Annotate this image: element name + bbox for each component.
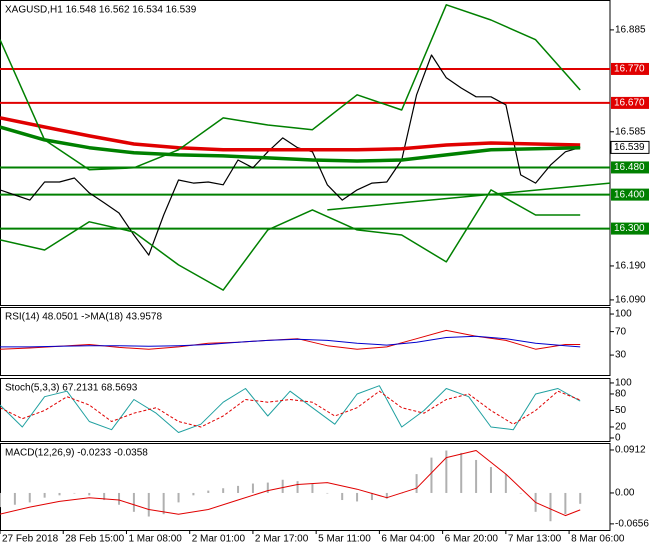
histogram-bar — [251, 483, 254, 493]
histogram-bar — [266, 482, 269, 493]
histogram-bar — [356, 492, 359, 502]
histogram-bar — [237, 485, 240, 493]
histogram-bar — [504, 474, 507, 493]
panel-title: MACD(12,26,9) -0.0233 -0.0358 — [5, 448, 148, 459]
series-line — [0, 450, 581, 517]
level-label: 16.770 — [614, 64, 645, 75]
y-tick-label: -0.0656 — [615, 519, 649, 530]
x-tick-label: 2 Mar 01:00 — [192, 534, 246, 545]
histogram-bar — [103, 492, 106, 501]
y-tick-label: 0 — [615, 433, 621, 444]
y-tick-label: 100 — [615, 309, 632, 320]
histogram-bar — [564, 492, 567, 515]
x-tick-label: 6 Mar 20:00 — [445, 534, 499, 545]
last-price-label: 16.539 — [614, 142, 645, 153]
histogram-bar — [460, 452, 463, 493]
histogram-bar — [177, 492, 180, 503]
panel-title: RSI(14) 48.0501 ->MA(18) 43.9578 — [5, 312, 162, 323]
series-line — [0, 116, 581, 152]
histogram-bar — [162, 492, 165, 515]
level-label: 16.480 — [614, 162, 645, 173]
panel-title: Stoch(5,3,3) 67.2131 68.5693 — [5, 383, 138, 394]
histogram-bar — [13, 492, 16, 505]
panel-frame — [0, 0, 611, 306]
histogram-bar — [415, 474, 418, 493]
x-tick-label: 6 Mar 04:00 — [381, 534, 435, 545]
histogram-bar — [192, 492, 195, 496]
histogram-bar — [341, 492, 344, 501]
series-line — [0, 54, 581, 256]
series-line — [0, 390, 581, 428]
histogram-bar — [296, 481, 299, 493]
histogram-bar — [132, 492, 135, 512]
series-line — [0, 189, 581, 291]
y-tick-label: 20 — [615, 422, 627, 433]
histogram-bar — [88, 492, 91, 496]
histogram-bar — [222, 488, 225, 493]
y-tick-label: 80 — [615, 389, 627, 400]
level-label-box — [611, 96, 649, 109]
level-label: 16.400 — [614, 189, 645, 200]
histogram-bar — [370, 492, 373, 501]
level-label: 16.300 — [614, 223, 645, 234]
panel-frame — [0, 443, 611, 531]
histogram-bar — [475, 459, 478, 493]
series-line — [0, 335, 581, 348]
series-line — [0, 125, 581, 163]
histogram-bar — [549, 492, 552, 522]
histogram-bar — [489, 467, 492, 493]
histogram-bar — [430, 457, 433, 493]
histogram-bar — [147, 492, 150, 517]
histogram-bar — [0, 492, 1, 508]
y-tick-label: 30 — [615, 350, 627, 361]
series-line — [0, 385, 581, 433]
y-tick-label: 50 — [615, 405, 627, 416]
histogram-bar — [58, 492, 61, 496]
level-label-box — [611, 222, 649, 235]
series-line — [0, 4, 581, 171]
trendline — [327, 182, 611, 211]
histogram-bar — [73, 492, 76, 494]
y-tick-label: 100 — [615, 378, 632, 389]
y-tick-label: 16.090 — [615, 295, 646, 306]
y-tick-label: 16.585 — [615, 126, 646, 137]
histogram-bar — [311, 483, 314, 493]
level-label-box — [611, 188, 649, 201]
y-tick-label: 0.00 — [615, 488, 635, 499]
y-tick-label: 70 — [615, 326, 627, 337]
level-label-box — [611, 161, 649, 174]
histogram-bar — [326, 492, 329, 494]
y-tick-label: 0.0912 — [615, 445, 646, 456]
histogram-bar — [281, 479, 284, 493]
x-tick-label: 7 Mar 13:00 — [508, 534, 562, 545]
panel-title: XAGUSD,H1 16.548 16.562 16.534 16.539 — [5, 5, 197, 16]
x-tick-label: 5 Mar 11:00 — [318, 534, 371, 545]
x-tick-label: 28 Feb 15:00 — [65, 534, 124, 545]
x-tick-label: 8 Mar 06:00 — [571, 534, 625, 545]
histogram-bar — [43, 492, 46, 498]
histogram-bar — [28, 492, 31, 503]
histogram-bar — [579, 492, 582, 504]
x-tick-label: 1 Mar 08:00 — [128, 534, 182, 545]
y-tick-label: 16.190 — [615, 261, 646, 272]
panel-frame — [0, 378, 611, 442]
y-tick-label: 16.885 — [615, 25, 646, 36]
histogram-bar — [207, 490, 210, 493]
histogram-bar — [519, 492, 522, 494]
histogram-bar — [445, 450, 448, 493]
level-label: 16.670 — [614, 98, 645, 109]
histogram-bar — [118, 492, 121, 505]
x-tick-label: 27 Feb 2018 — [2, 534, 59, 545]
x-tick-label: 2 Mar 17:00 — [255, 534, 309, 545]
histogram-bar — [385, 492, 388, 499]
last-price-box — [610, 140, 650, 154]
level-label-box — [611, 62, 649, 75]
